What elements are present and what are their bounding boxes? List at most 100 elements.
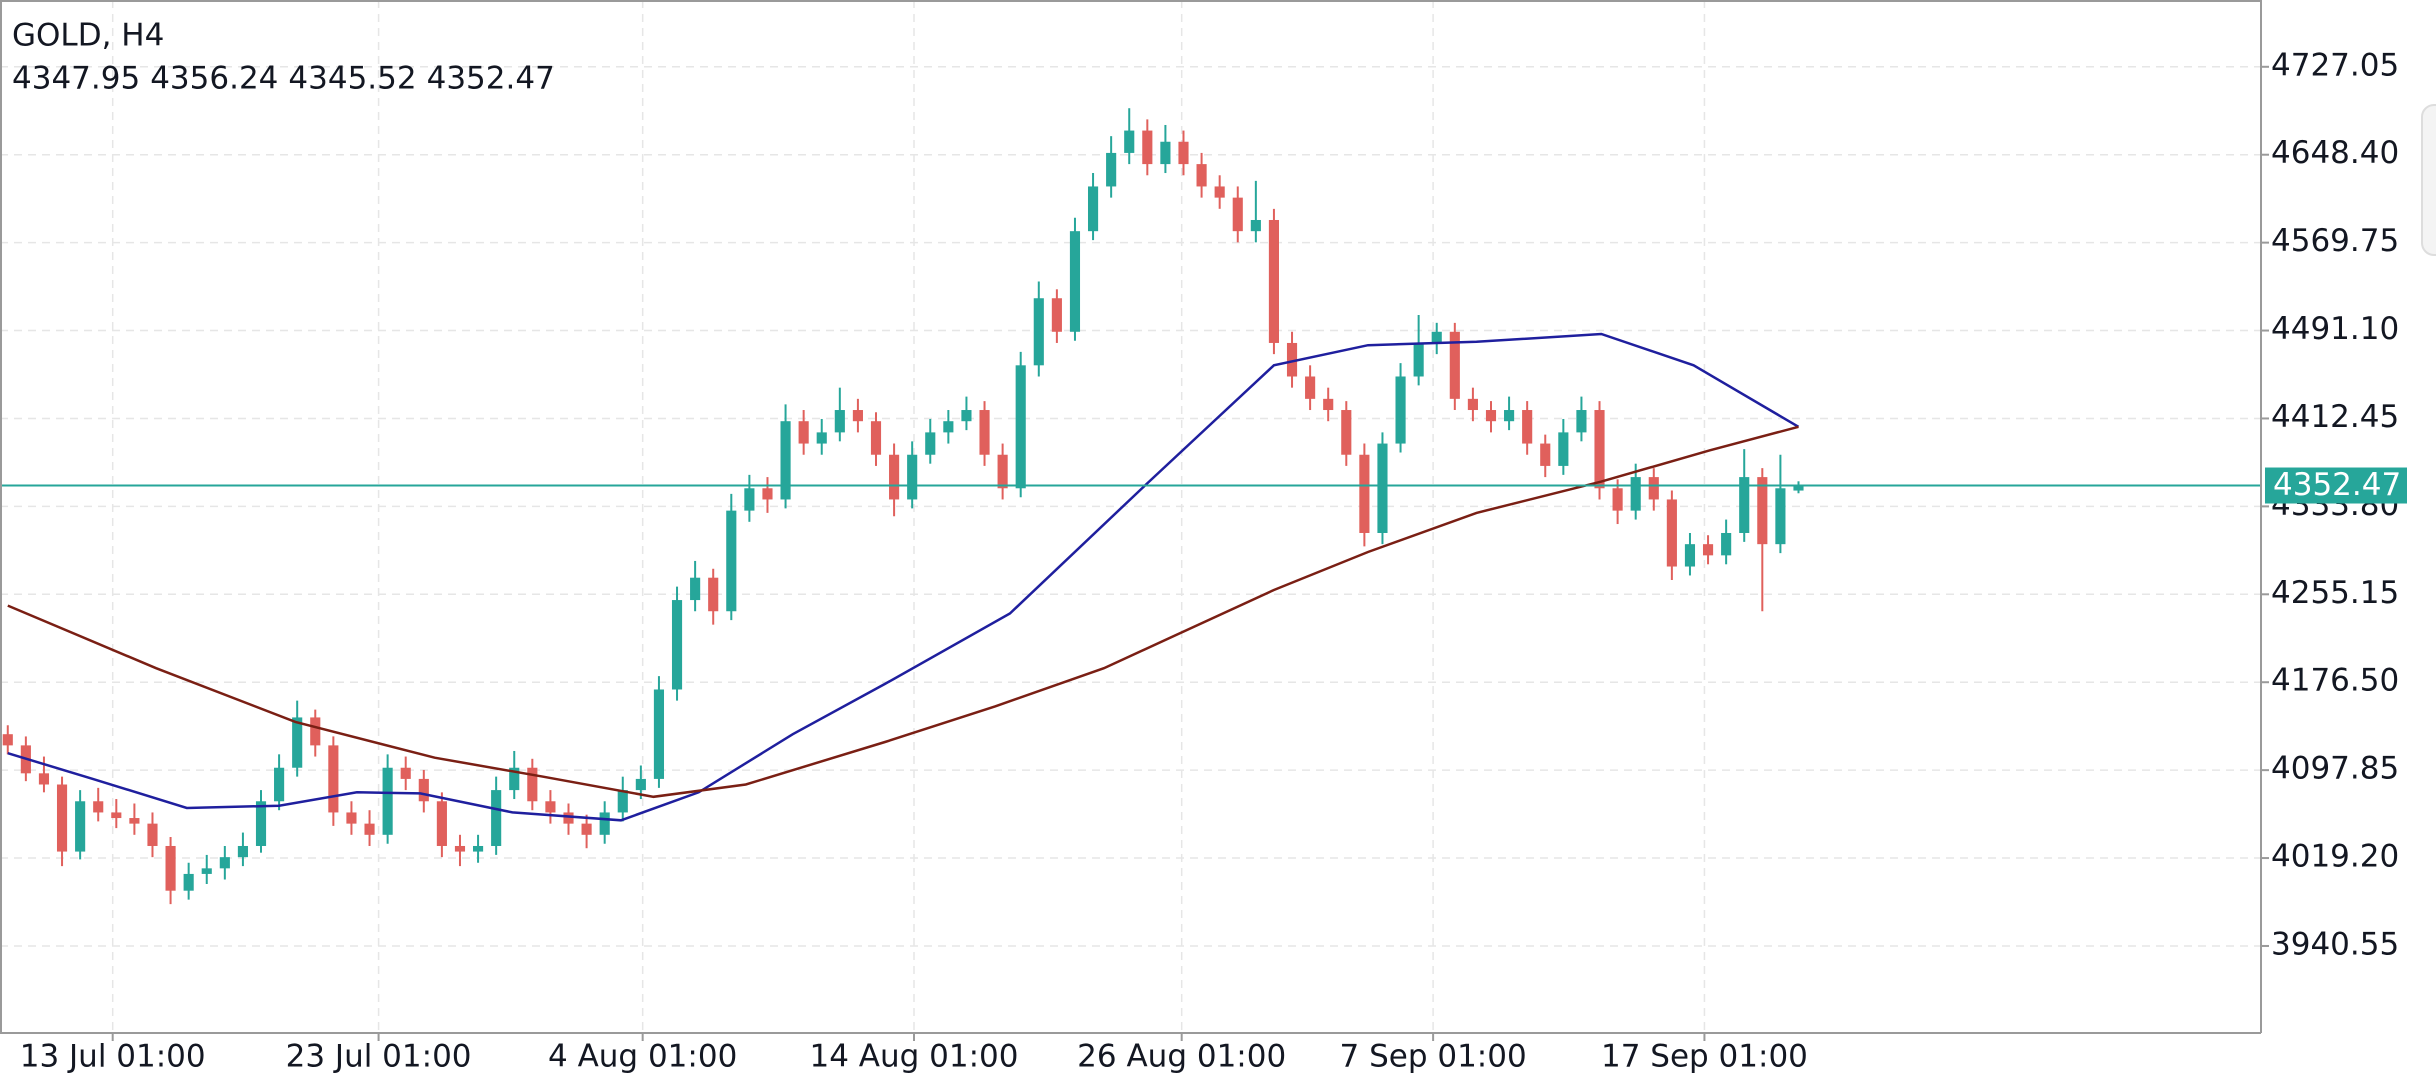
candle-body <box>545 801 556 813</box>
candle-body <box>1793 485 1804 491</box>
candle-body <box>183 873 194 891</box>
y-tick-label: 4255.15 <box>2271 575 2399 611</box>
candle-body <box>1305 376 1316 399</box>
x-tick-label: 17 Sep 01:00 <box>1601 1039 1808 1075</box>
candle-body <box>436 801 447 846</box>
candle-body <box>1721 532 1732 556</box>
moving-average-line <box>7 332 1800 822</box>
candle-body <box>237 845 248 858</box>
candle-body <box>961 410 972 422</box>
candle-body <box>834 410 845 433</box>
candle-body <box>527 767 538 802</box>
candle-body <box>1359 454 1370 533</box>
candle-body <box>1757 477 1768 545</box>
candle-body <box>75 801 86 852</box>
candle-body <box>1087 186 1099 232</box>
candle-body <box>1431 331 1442 343</box>
x-tick-label: 23 Jul 01:00 <box>286 1039 472 1075</box>
candle-body <box>635 778 646 791</box>
candle-body <box>1214 186 1225 198</box>
moving-average-line <box>7 425 1799 799</box>
candle-body <box>563 812 574 824</box>
candle-body <box>1142 130 1153 165</box>
candle-body <box>852 410 863 422</box>
candle-body <box>1485 410 1497 422</box>
candle-body <box>1160 141 1171 165</box>
candle-body <box>979 410 990 455</box>
candle-body <box>943 421 954 433</box>
candle-body <box>1702 544 1714 556</box>
candle-body <box>762 488 773 500</box>
candle-body <box>509 767 520 791</box>
candle-body <box>671 600 683 690</box>
candle-body <box>310 717 321 746</box>
candle-body <box>925 432 936 455</box>
candle-body <box>1504 410 1515 422</box>
candle-body <box>491 790 502 846</box>
candle-body <box>1612 488 1623 511</box>
candle-body <box>816 432 827 444</box>
ohlc-value: 4347.95 <box>12 61 140 97</box>
candle-body <box>617 790 628 813</box>
y-tick-label: 4569.75 <box>2271 223 2399 259</box>
x-tick-label: 13 Jul 01:00 <box>20 1039 206 1075</box>
y-tick-label: 4097.85 <box>2271 751 2399 787</box>
candle-body <box>708 577 719 612</box>
y-tick-label: 4176.50 <box>2271 663 2399 699</box>
y-tick-label: 4412.45 <box>2271 399 2399 435</box>
x-tick-label: 14 Aug 01:00 <box>809 1039 1018 1075</box>
candle-body <box>798 421 809 444</box>
candle-body <box>1576 410 1587 433</box>
candle-body <box>1522 410 1533 444</box>
candle-body <box>726 510 737 612</box>
candle-body <box>111 812 122 819</box>
candle-body <box>780 421 791 500</box>
candle-body <box>1413 342 1424 377</box>
candle-body <box>1449 331 1460 399</box>
candle-body <box>581 823 592 835</box>
candle-body <box>1069 231 1081 332</box>
candle-body <box>1051 298 1062 332</box>
last-price-label: 4352.47 <box>2273 467 2401 503</box>
candle-body <box>599 812 610 835</box>
candle-body <box>165 845 176 891</box>
ohlc-value: 4356.24 <box>150 61 278 97</box>
candle-body <box>2 734 13 746</box>
x-tick-label: 26 Aug 01:00 <box>1077 1039 1286 1075</box>
candle-body <box>1124 130 1135 153</box>
y-tick-label: 4727.05 <box>2271 47 2399 83</box>
candle-body <box>274 767 285 802</box>
candle-body <box>1648 477 1659 500</box>
x-tick-label: 4 Aug 01:00 <box>548 1039 737 1075</box>
candle-body <box>1033 298 1044 366</box>
y-tick-label: 4019.20 <box>2271 839 2399 875</box>
candle-body <box>1684 544 1696 567</box>
candle-body <box>1232 197 1243 232</box>
candle-body <box>400 767 411 779</box>
ohlc-value: 4345.52 <box>288 61 416 97</box>
candle-body <box>346 812 357 824</box>
side-panel-tab[interactable] <box>2421 104 2436 256</box>
grid <box>0 0 2261 1033</box>
candle-body <box>56 784 68 852</box>
candle-body <box>473 845 484 852</box>
candle-body <box>1341 410 1352 455</box>
candle-body <box>1323 398 1334 411</box>
candle-body <box>147 823 158 846</box>
candle-body <box>328 745 339 813</box>
candle-body <box>907 454 918 500</box>
candle-body <box>1395 376 1406 444</box>
candle-body <box>1250 219 1261 232</box>
candle-body <box>1540 443 1551 466</box>
y-tick-label: 4491.10 <box>2271 311 2399 347</box>
candle-body <box>454 845 466 852</box>
candle-body <box>93 801 104 813</box>
candle-body <box>1178 141 1189 165</box>
candle-body <box>1630 477 1641 511</box>
candle-body <box>1666 499 1677 567</box>
candle-body <box>870 421 882 455</box>
ohlc-value: 4352.47 <box>427 61 555 97</box>
candle-body <box>201 868 212 874</box>
candle-body <box>38 773 50 785</box>
